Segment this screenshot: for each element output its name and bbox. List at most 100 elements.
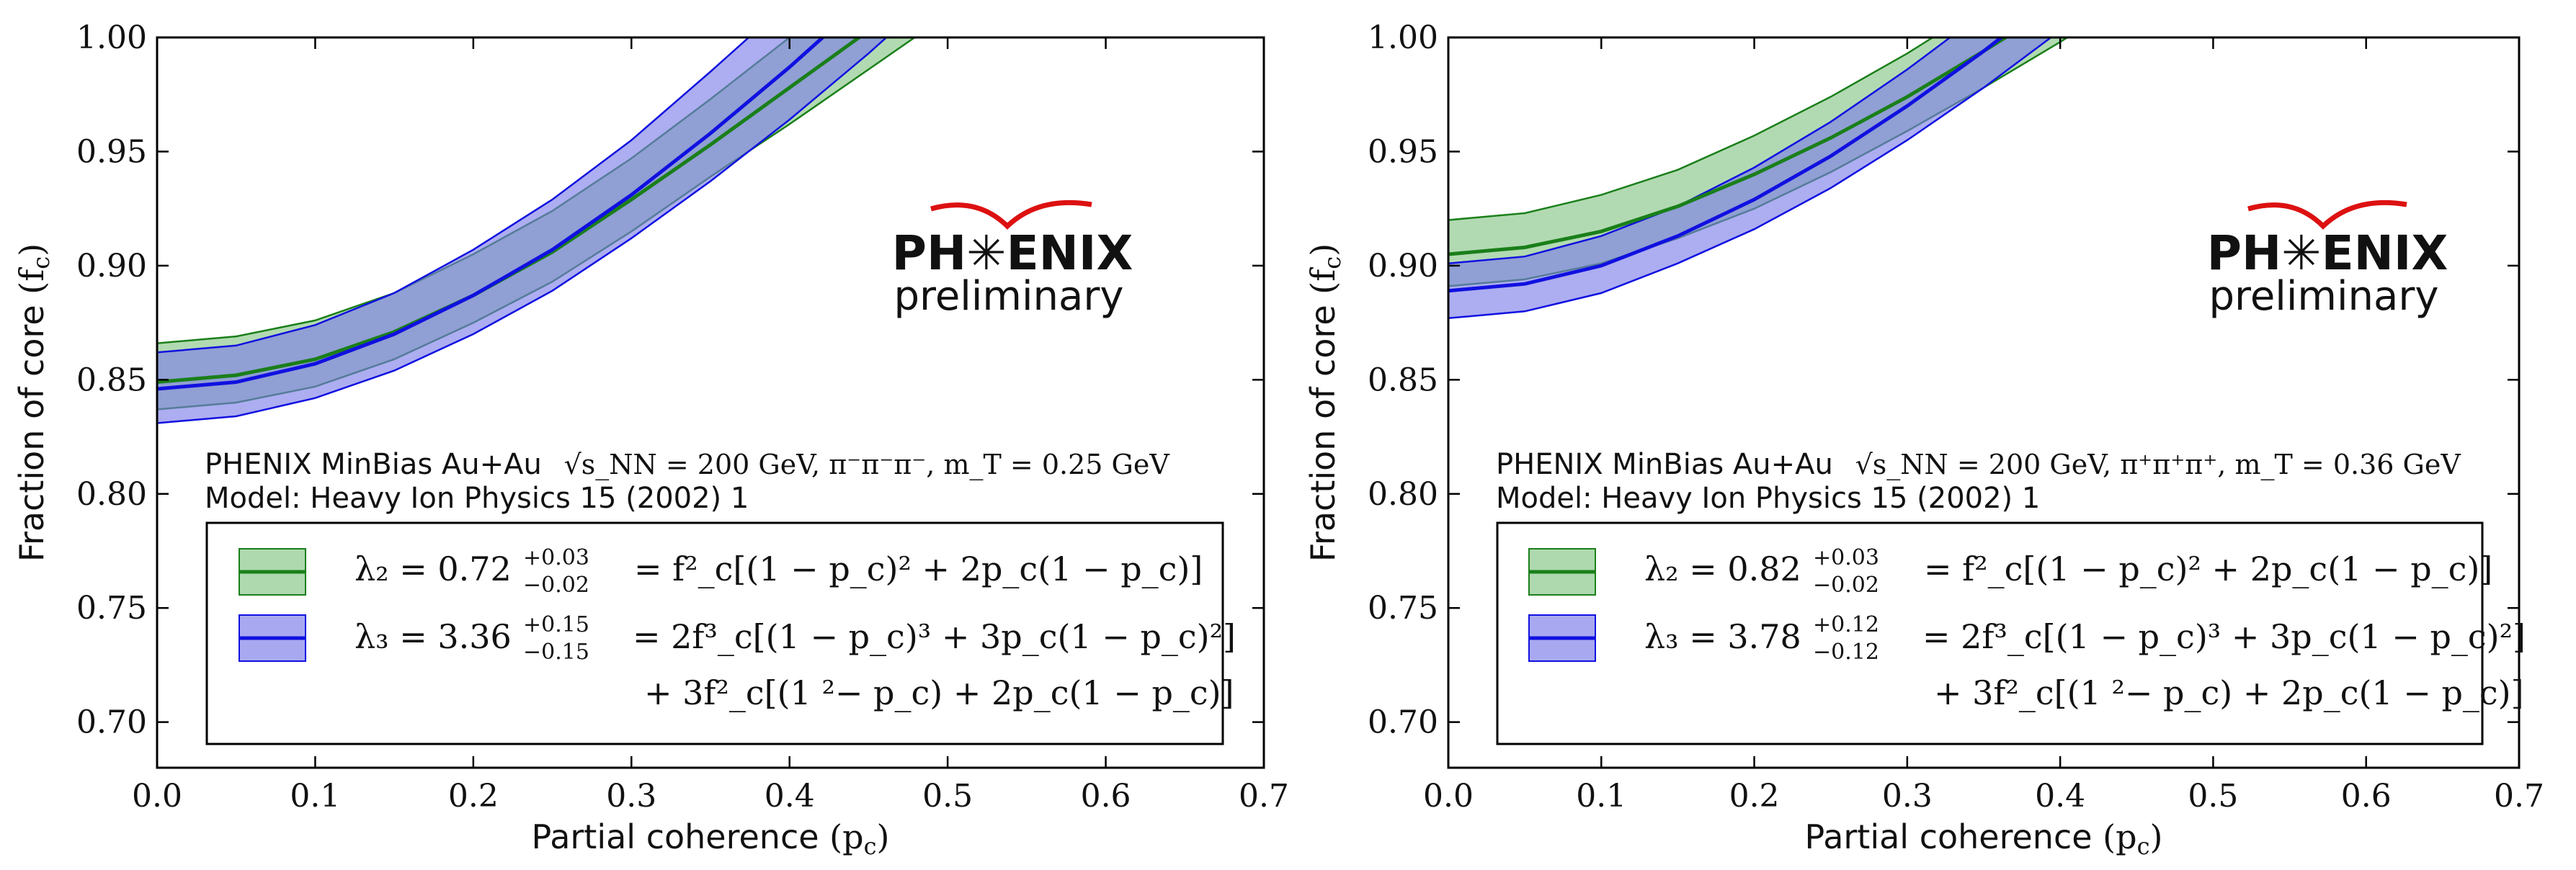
x-tick-label: 0.5 [2188,778,2238,815]
y-axis-label-tail: ) [12,243,51,256]
band-lambda3 [157,37,888,424]
legend-lambda2-value: λ₂ = 0.82 [1644,550,1801,588]
info-line-1: PHENIX MinBias Au+Au √s_NN = 200 GeV, π⁻… [205,448,1169,481]
legend-lambda3-formula-1: = 2f³_c[(1 − p_c)³ + 3p_c(1 − p_c)²] [1922,617,2526,656]
y-axis-label-text: Fraction of core [1303,295,1342,562]
x-axis-label-sub: c [2137,833,2150,860]
y-axis-label: Fraction of core (fc) [1303,243,1346,562]
info-line-1-text: PHENIX MinBias Au+Au [1496,448,1833,481]
x-tick-label: 0.4 [2035,778,2085,815]
y-axis-label-text: Fraction of core [12,295,51,562]
x-tick-label: 0.5 [922,778,973,815]
y-tick-label: 0.70 [76,704,147,741]
left-panel: 0.0 0.1 0.2 0.3 0.4 0.5 0.6 0.7 0.70 0.75 0.80 0.85… [12,19,1289,860]
band-lambda3 [1448,37,2053,320]
legend: λ₂ = 0.82 +0.03 −0.02 = f²_c[(1 − p_c)² … [1496,521,2526,745]
y-tick-label: 0.75 [1368,590,1438,627]
y-tick-label: 0.70 [1368,704,1438,741]
x-tick-label: 0.7 [1239,778,1289,815]
legend-lambda2-formula: = f²_c[(1 − p_c)² + 2p_c(1 − p_c)] [634,550,1203,588]
legend-lambda3-sub: −0.12 [1813,640,1879,665]
x-tick-label: 0.1 [290,778,340,815]
legend-lambda2-value: λ₂ = 0.72 [355,550,512,588]
x-axis-label-math: (p [829,817,863,856]
legend-lambda3-formula-2: + 3f²_c[(1 ²− p_c) + 2p_c(1 − p_c)] [644,673,1234,712]
legend-lambda3-sup: +0.15 [523,612,589,637]
y-tick-label: 0.85 [1368,362,1438,398]
legend-frame [205,521,1224,745]
x-tick-label: 0.3 [606,778,656,815]
center-line-lambda3 [1448,37,2005,293]
y-tick-label: 1.00 [1368,19,1438,56]
x-tick-label: 0.6 [2341,778,2392,815]
y-tick-label: 0.75 [76,590,147,627]
x-axis-label-text: Partial coherence [1805,817,2103,856]
x-axis-label-sub: c [864,833,877,860]
logo-text: PH✳ENIX [2207,225,2448,281]
plot-frame [156,36,1265,769]
plot-frame [1447,36,2521,769]
legend-lambda2-formula: = f²_c[(1 − p_c)² + 2p_c(1 − p_c)] [1924,550,2492,588]
legend: λ₂ = 0.72 +0.03 −0.02 = f²_c[(1 − p_c)² … [205,521,1236,745]
info-line-1-text: PHENIX MinBias Au+Au [205,448,542,481]
y-axis-label-tail: ) [1303,243,1342,256]
y-tick-label: 0.90 [76,248,147,284]
y-tick-label: 0.80 [76,476,147,513]
y-axis-label: Fraction of core (fc) [12,243,55,562]
y-tick-label: 0.90 [1368,248,1438,284]
info-line-2: Model: Heavy Ion Physics 15 (2002) 1 [205,482,749,515]
info-line-1-math: √s_NN = 200 GeV, π⁺π⁺π⁺, m_T = 0.36 GeV [1855,449,2461,481]
logo-subtitle: preliminary [2209,273,2439,320]
x-tick-label: 0.2 [1729,778,1780,815]
bands-right [1448,37,2069,320]
phenix-logo: PH✳ENIX preliminary [892,199,1133,320]
y-axis-label-math: (f [1303,267,1342,295]
center-line-lambda2 [157,37,863,384]
legend-lambda3-value: λ₃ = 3.36 [355,617,512,656]
y-tick-label: 1.00 [76,19,147,56]
y-axis-label-sub: c [27,256,55,269]
legend-lambda3-formula-2: + 3f²_c[(1 ²− p_c) + 2p_c(1 − p_c)] [1934,673,2524,712]
x-tick-label: 0.0 [1423,778,1474,815]
x-tick-label: 0.6 [1081,778,1131,815]
right-panel: 0.0 0.1 0.2 0.3 0.4 0.5 0.6 0.7 0.70 0.75 0.80 0.85… [1303,19,2544,860]
legend-lambda2-sup: +0.03 [523,545,589,570]
center-line-lambda2 [1448,37,2010,256]
y-tick-label: 0.80 [1368,476,1438,513]
ticks-left: 0.0 0.1 0.2 0.3 0.4 0.5 0.6 0.7 0.70 0.75 0.80 0.85… [76,19,1289,815]
phenix-logo: PH✳ENIX preliminary [2207,199,2448,320]
legend-lambda2-sub: −0.02 [523,573,589,598]
center-line-lambda3 [157,37,826,391]
x-tick-label: 0.7 [2494,778,2544,815]
legend-lambda3-value: λ₃ = 3.78 [1644,617,1801,656]
y-tick-label: 0.95 [76,133,147,170]
x-tick-label: 0.4 [765,778,815,815]
x-axis-label-tail: ) [877,817,890,856]
info-line-2: Model: Heavy Ion Physics 15 (2002) 1 [1496,482,2040,515]
legend-lambda3-sup: +0.12 [1813,612,1879,637]
x-axis-label: Partial coherence (pc) [532,817,890,860]
info-line-1: PHENIX MinBias Au+Au √s_NN = 200 GeV, π⁺… [1496,448,2461,481]
ticks-right: 0.0 0.1 0.2 0.3 0.4 0.5 0.6 0.7 0.70 0.75 0.80 0.85… [1368,19,2544,815]
logo-text: PH✳ENIX [892,225,1133,281]
x-tick-label: 0.1 [1576,778,1626,815]
info-line-1-math: √s_NN = 200 GeV, π⁻π⁻π⁻, m_T = 0.25 GeV [564,449,1170,481]
y-axis-label-sub: c [1319,256,1346,269]
y-tick-label: 0.85 [76,362,147,398]
x-tick-label: 0.3 [1882,778,1933,815]
x-axis-label: Partial coherence (pc) [1805,817,2163,860]
x-axis-label-text: Partial coherence [532,817,830,856]
x-axis-label-tail: ) [2150,817,2163,856]
legend-lambda3-formula-1: = 2f³_c[(1 − p_c)³ + 3p_c(1 − p_c)²] [633,617,1236,656]
legend-frame [1496,521,2484,745]
x-tick-label: 0.2 [448,778,499,815]
logo-arc-icon [2247,199,2407,230]
y-tick-label: 0.95 [1368,133,1438,170]
bands-left [157,37,917,424]
x-axis-label-math: (p [2103,817,2136,856]
legend-lambda3-sub: −0.15 [523,640,589,665]
x-tick-label: 0.0 [132,778,182,815]
y-axis-label-math: (f [12,267,51,295]
logo-subtitle: preliminary [894,273,1124,320]
